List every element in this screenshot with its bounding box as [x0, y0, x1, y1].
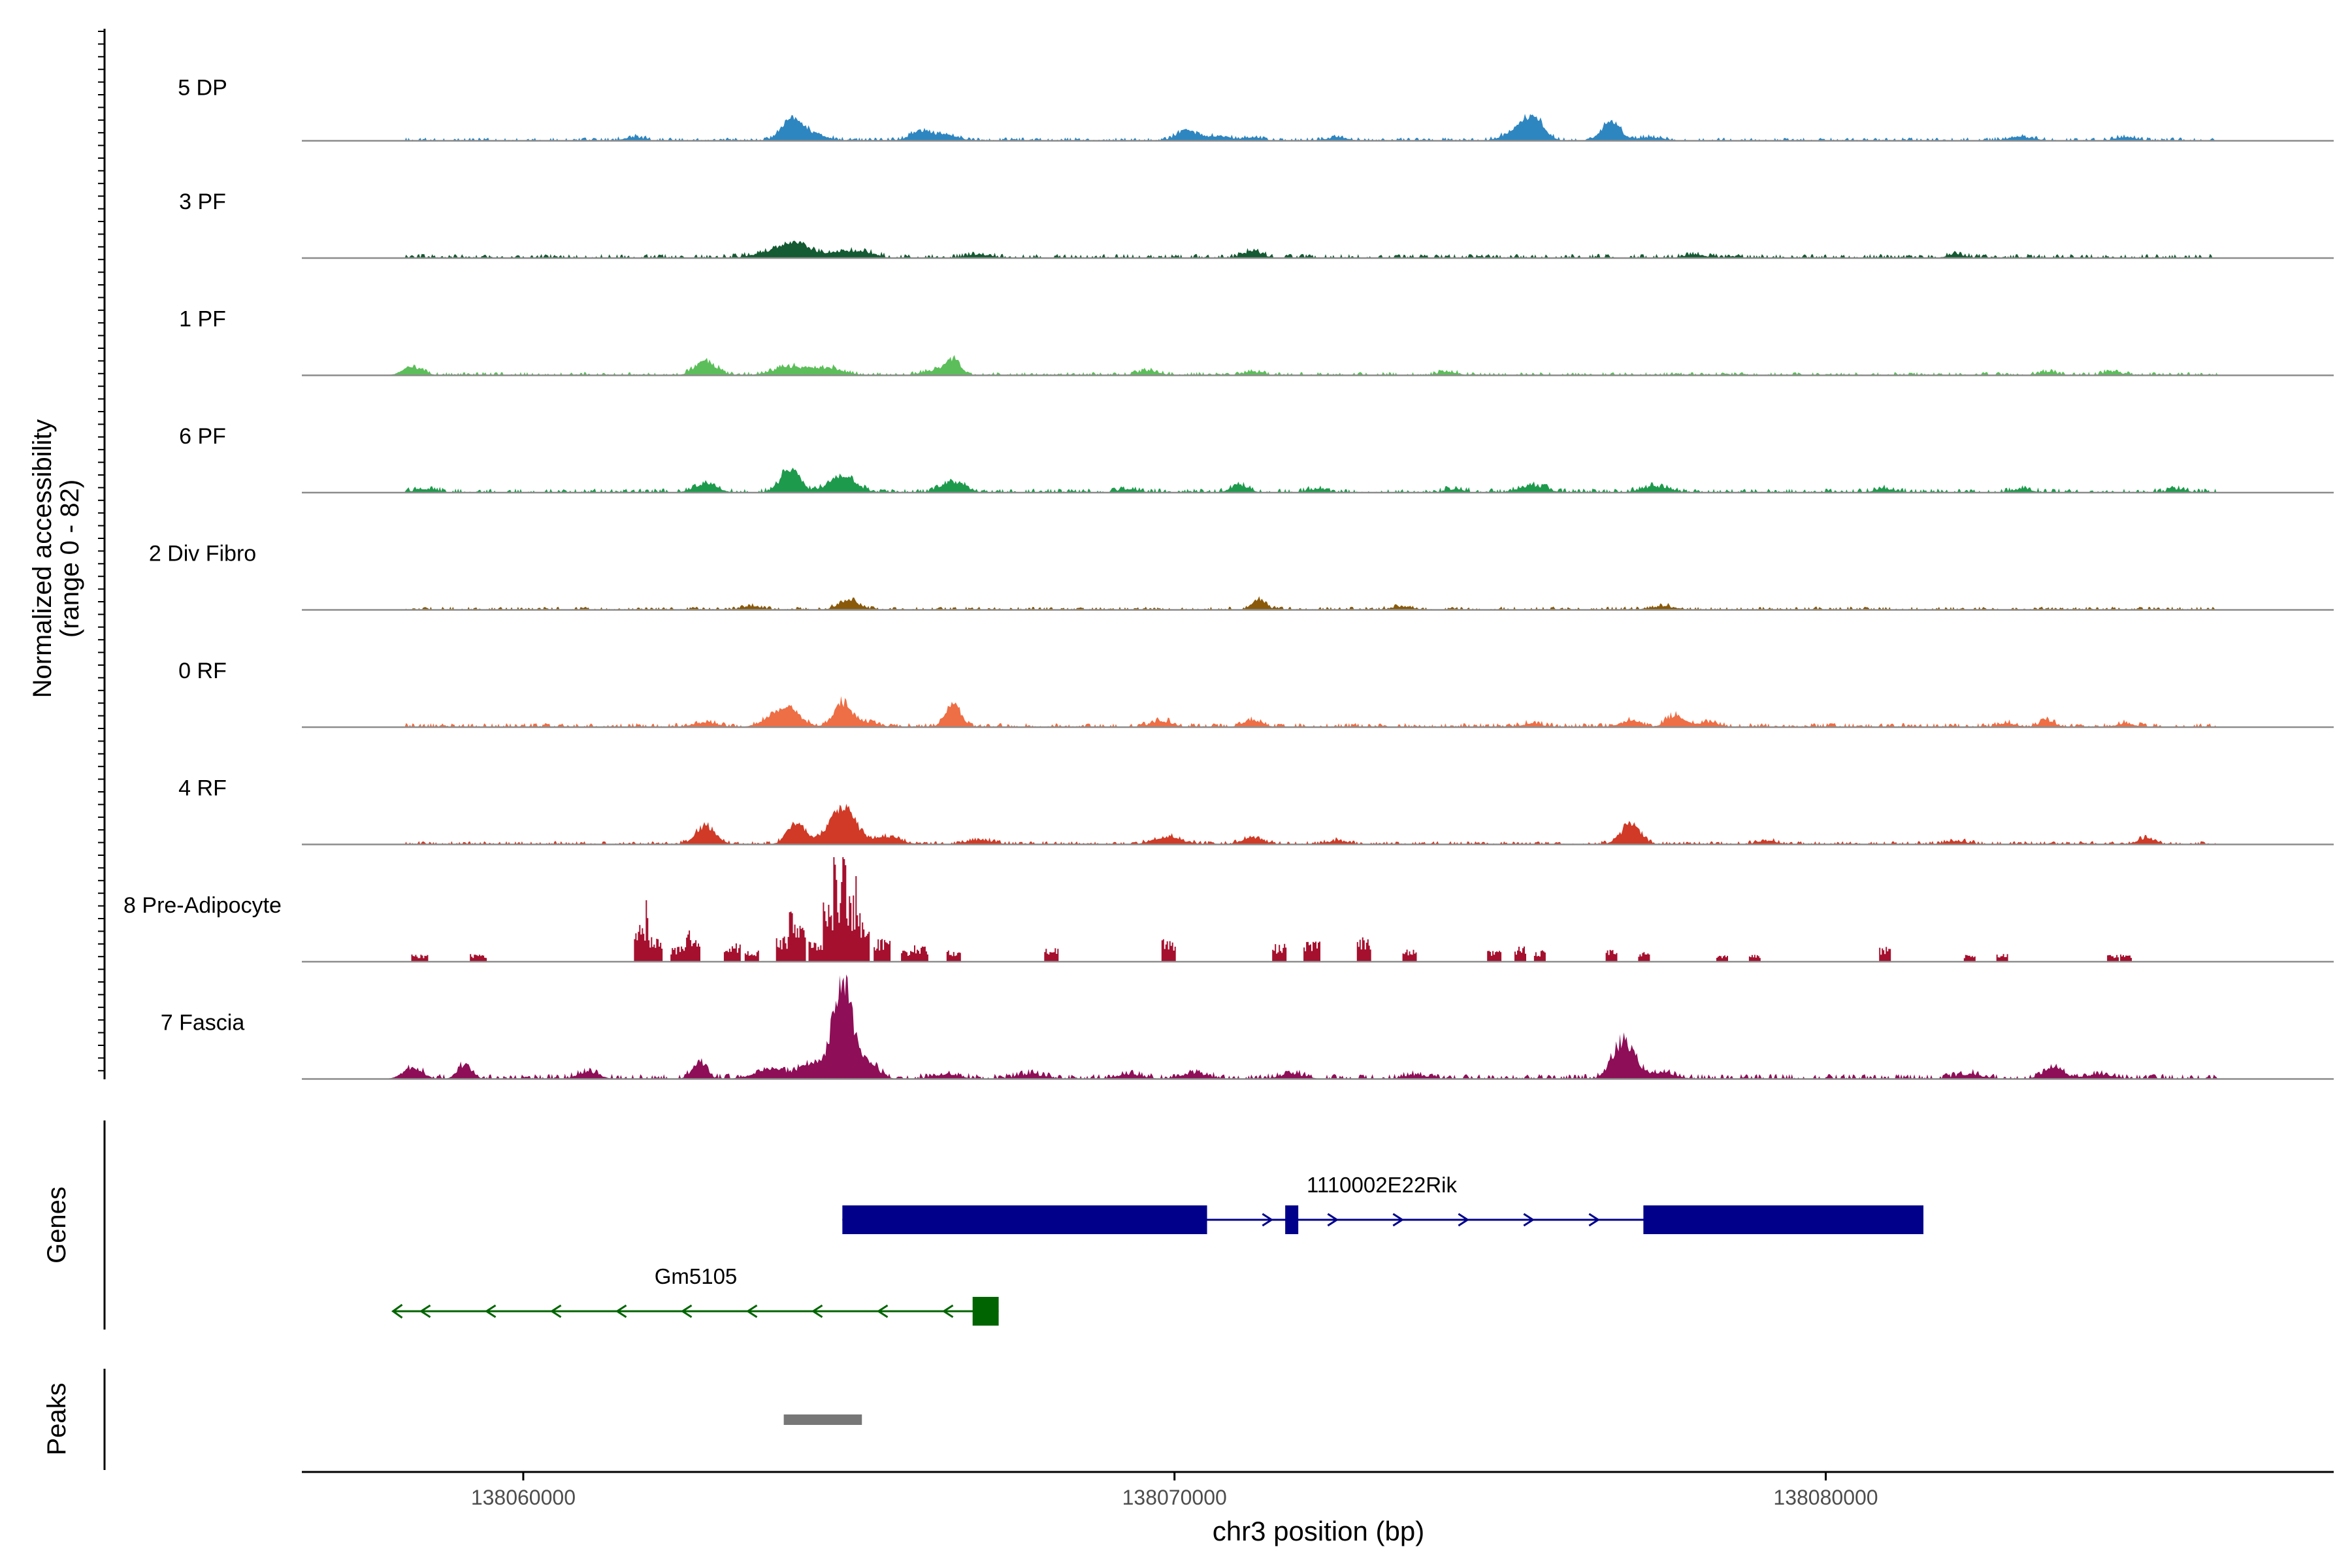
peaks-panel-label: Peaks: [42, 1382, 71, 1455]
track-label: 5 DP: [178, 76, 227, 101]
strand-arrow: [1392, 1213, 1405, 1227]
strand-arrow: [680, 1304, 693, 1318]
y-axis-label: Normalized accessibility (range 0 - 82): [28, 419, 84, 698]
x-tick-label: 138070000: [1122, 1486, 1227, 1509]
strand-arrow: [876, 1304, 889, 1318]
track-label: 1 PF: [179, 307, 226, 332]
strand-arrow: [1327, 1213, 1339, 1227]
track-label: 2 Div Fibro: [149, 542, 256, 566]
x-axis-title: chr3 position (bp): [1213, 1516, 1425, 1546]
gene-exon: [1285, 1205, 1299, 1234]
strand-arrow: [391, 1303, 403, 1319]
coverage-area: [302, 596, 2334, 610]
genes-panel: Genes 1110002E22Rik Gm5105: [42, 1120, 1924, 1330]
coverage-area: [302, 355, 2334, 376]
coverage-tracks: 5 DP 3 PF 1 PF 6 PF 2 Div Fibro 0 RF 4 RF 8 Pre…: [123, 76, 2335, 1080]
track-label: 7 Fascia: [161, 1011, 245, 1036]
track-1-pf: 1 PF: [179, 307, 2334, 376]
strand-arrow: [811, 1304, 823, 1318]
y-axis-label-line2: (range 0 - 82): [56, 480, 84, 638]
strand-arrow: [1262, 1213, 1274, 1227]
track-label: 8 Pre-Adipocyte: [123, 893, 282, 918]
gene-label: 1110002E22Rik: [1307, 1173, 1457, 1197]
track-8-pre-adipocyte: 8 Pre-Adipocyte: [123, 857, 2335, 963]
peaks-panel: Peaks: [42, 1369, 862, 1470]
genes-panel-label: Genes: [42, 1186, 71, 1264]
x-tick-label: 138080000: [1773, 1486, 1878, 1509]
x-axis: chr3 position (bp) 138060000 138070000 138…: [302, 1471, 2334, 1546]
coverage-area: [302, 974, 2334, 1079]
strand-arrow: [615, 1304, 627, 1318]
strand-arrow: [1588, 1213, 1601, 1227]
track-2-div-fibro: 2 Div Fibro: [149, 542, 2334, 611]
track-7-fascia: 7 Fascia: [161, 974, 2334, 1080]
strand-arrow: [419, 1304, 431, 1318]
track-label: 4 RF: [178, 776, 227, 801]
strand-arrow: [1458, 1213, 1470, 1227]
track-5-dp: 5 DP: [178, 76, 2334, 142]
gene-1110002e22rik: 1110002E22Rik: [842, 1173, 1924, 1234]
track-label: 0 RF: [178, 659, 227, 683]
gene-exon: [972, 1297, 999, 1326]
track-label: 6 PF: [179, 424, 226, 449]
strand-arrow: [1523, 1213, 1535, 1227]
coverage-area: [302, 114, 2334, 141]
strand-arrow: [745, 1304, 758, 1318]
track-4-rf: 4 RF: [178, 776, 2334, 845]
track-3-pf: 3 PF: [179, 189, 2334, 259]
coverage-area: [302, 467, 2334, 493]
gene-label: Gm5105: [655, 1264, 738, 1288]
strand-arrow: [941, 1304, 954, 1318]
left-axis-ticks: [98, 29, 106, 1079]
track-0-rf: 0 RF: [178, 659, 2334, 728]
track-6-pf: 6 PF: [179, 424, 2334, 494]
strand-arrow: [484, 1304, 497, 1318]
coverage-area: [302, 240, 2334, 258]
coverage-area: [302, 857, 2335, 962]
gene-exon: [1643, 1205, 1924, 1234]
track-label: 3 PF: [179, 189, 226, 214]
strand-arrow: [549, 1304, 562, 1318]
gene-gm5105: Gm5105: [391, 1264, 999, 1326]
x-tick-label: 138060000: [471, 1486, 576, 1509]
gene-exon: [842, 1205, 1207, 1234]
coverage-area: [302, 696, 2334, 727]
y-axis-label-line1: Normalized accessibility: [28, 419, 57, 698]
coverage-area: [302, 804, 2334, 845]
peak-region: [783, 1414, 862, 1425]
